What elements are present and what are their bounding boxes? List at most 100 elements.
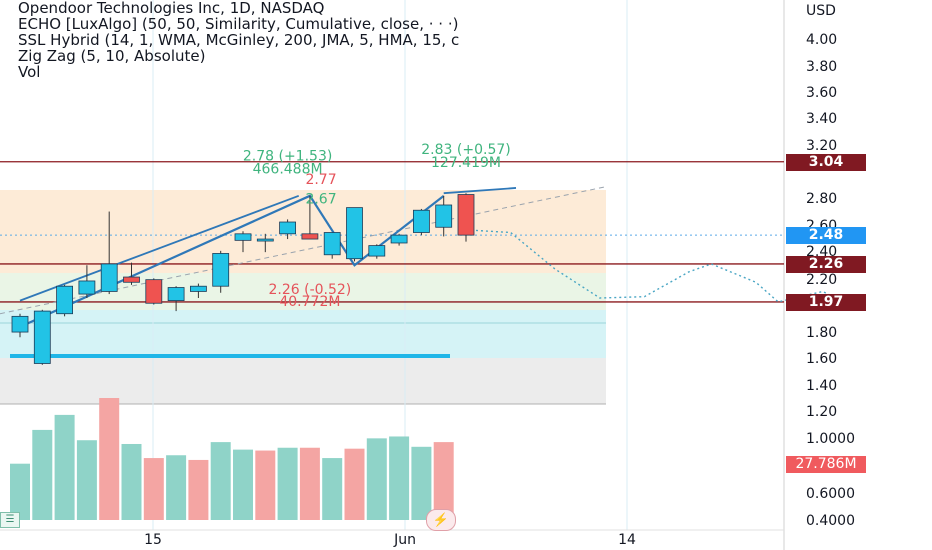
candle-body-1 [33, 310, 51, 364]
annotation-5: 40.772M [279, 294, 340, 310]
candle-5 [123, 262, 140, 285]
menu-icon[interactable]: ☰ [0, 512, 20, 528]
candle-body-18 [412, 209, 430, 233]
price-badge-2: 2.26 [786, 255, 866, 273]
x-tick-2: 14 [618, 532, 636, 548]
candle-body-10 [234, 233, 252, 241]
candle-body-16 [368, 245, 386, 257]
indicator-echo[interactable]: ECHO [LuxAlgo] (50, 50, Similarity, Cumu… [18, 15, 459, 33]
y-tick-3: 3.40 [806, 111, 837, 127]
price-badge-3: 1.97 [786, 293, 866, 311]
candle-body-11 [256, 238, 274, 242]
volume-badge: 27.786M [786, 456, 866, 473]
candle-body-13 [301, 233, 319, 240]
candle-9 [212, 250, 230, 293]
annotation-6: 2.77 [305, 172, 336, 188]
indicator-zigzag[interactable]: Zig Zag (5, 10, Absolute) [18, 47, 206, 65]
volume-bar-13 [299, 447, 320, 520]
indicator-ssl-hybrid[interactable]: SSL Hybrid (14, 1, WMA, McGinley, 200, J… [18, 31, 460, 49]
y-tick-11: 1.40 [806, 378, 837, 394]
zone-bottom [0, 358, 606, 404]
trend-line [0, 186, 607, 315]
echo-projection [465, 229, 846, 304]
candle-14 [323, 232, 341, 259]
candle-body-2 [56, 285, 73, 315]
y-tick-12: 1.20 [806, 404, 837, 420]
volume-bar-8 [188, 459, 209, 520]
candle-19 [435, 195, 453, 237]
y-tick-1: 3.80 [806, 59, 837, 75]
volume-bar-9 [210, 442, 231, 520]
zone-upper [0, 190, 606, 273]
y-tick-5: 2.80 [806, 191, 837, 207]
annotation-2: 2.83 (+0.57) [421, 142, 510, 158]
annotation-0: 2.78 (+1.53) [243, 148, 332, 164]
candle-1 [33, 309, 51, 365]
zone-lower [0, 310, 606, 358]
volume-bar-5 [121, 443, 142, 520]
volume-bar-7 [166, 455, 187, 520]
candle-11 [256, 233, 274, 253]
candle-body-5 [123, 276, 140, 283]
currency-label: USD [806, 3, 836, 19]
candle-20 [457, 193, 475, 242]
chart-legend: Opendoor Technologies Inc, 1D, NASDAQ EC… [18, 0, 786, 80]
volume-bar-4 [99, 398, 120, 520]
volume-bar-1 [32, 429, 53, 520]
candle-body-0 [11, 315, 29, 333]
y-tick-0: 4.00 [806, 32, 837, 48]
indicator-volume[interactable]: Vol [18, 63, 41, 80]
candle-7 [167, 286, 185, 312]
volume-tick-3: 0.4000 [806, 513, 855, 529]
volume-bar-14 [322, 458, 343, 520]
resistance-line [443, 187, 517, 195]
volume-bar-19 [433, 442, 454, 520]
symbol-title: Opendoor Technologies Inc, 1D, NASDAQ [18, 0, 325, 17]
candle-body-6 [145, 279, 163, 304]
y-tick-10: 1.60 [806, 351, 837, 367]
lightning-icon[interactable]: ⚡ [426, 509, 456, 531]
y-tick-8: 2.20 [806, 272, 837, 288]
volume-bar-3 [76, 440, 97, 520]
y-tick-4: 3.20 [806, 138, 837, 154]
y-tick-2: 3.60 [806, 85, 837, 101]
x-tick-1: Jun [393, 532, 416, 548]
price-badge-1: 2.48 [786, 227, 866, 245]
annotation-3: 127.419M [431, 155, 501, 171]
candle-body-4 [100, 263, 118, 292]
annotation-4: 2.26 (-0.52) [269, 282, 352, 298]
y-tick-9: 1.80 [806, 325, 837, 341]
candle-16 [368, 244, 386, 259]
volume-bar-10 [233, 449, 253, 520]
candle-8 [189, 283, 207, 298]
candle-17 [390, 233, 408, 246]
candle-15 [346, 207, 363, 262]
zigzag-line [19, 194, 445, 328]
candle-body-9 [212, 253, 230, 287]
x-tick-0: 15 [144, 532, 162, 548]
annotation-7: 2.67 [305, 192, 336, 208]
candle-body-12 [279, 221, 297, 235]
volume-bar-11 [255, 450, 276, 520]
candle-3 [78, 265, 96, 298]
volume-bar-15 [344, 448, 365, 520]
candle-body-8 [189, 285, 207, 292]
candle-13 [301, 195, 319, 240]
volume-bar-17 [389, 436, 410, 520]
volume-tick-2: 0.6000 [806, 486, 855, 502]
candle-body-3 [78, 280, 96, 295]
candle-12 [279, 219, 297, 240]
candle-body-7 [167, 287, 185, 302]
annotation-1: 466.488M [253, 162, 323, 178]
candle-body-14 [323, 232, 341, 256]
volume-tick-0: 1.0000 [806, 431, 855, 447]
volume-bar-18 [411, 446, 432, 520]
candle-0 [11, 313, 29, 338]
candle-4 [100, 211, 118, 295]
candle-body-19 [435, 204, 453, 228]
volume-bar-0 [10, 463, 30, 520]
price-badge-0: 3.04 [786, 153, 866, 171]
candle-6 [145, 278, 163, 305]
volume-bar-2 [54, 414, 75, 520]
